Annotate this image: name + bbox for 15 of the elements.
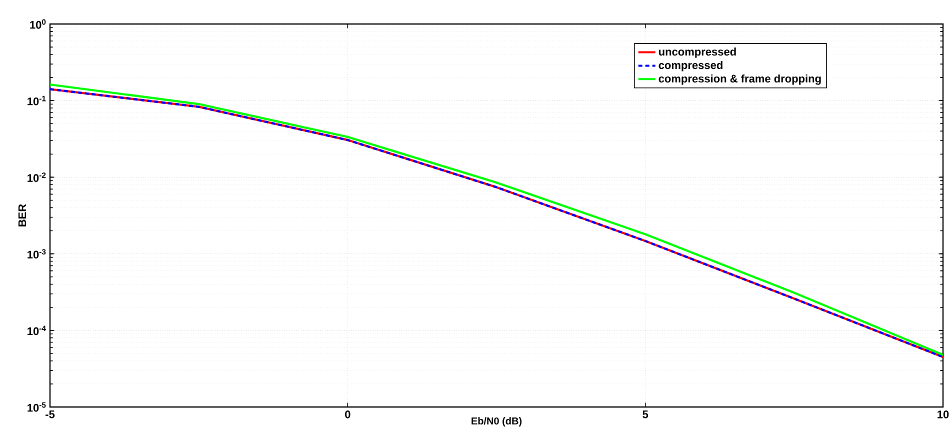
y-tick-label: 10$^{-2}$ (28, 172, 46, 182)
x-axis-title: Eb/N0 (dB) (472, 417, 522, 427)
y-tick-label: 10$^{-5}$ (28, 402, 46, 412)
x-tick-label: 0 (345, 410, 350, 418)
y-tick-label: 10$^{-3}$ (28, 249, 46, 259)
y-tick-label: 10$^{-1}$ (28, 96, 46, 106)
y-tick-label: 10$^{-4}$ (28, 326, 46, 336)
y-tick-label: 10$^{0}$ (30, 19, 46, 29)
x-tick-label: 10 (938, 410, 949, 418)
legend-label: uncompressed (659, 48, 736, 58)
y-axis-title: BER (18, 204, 26, 226)
legend-label: compressed (658, 60, 722, 72)
legend-label: compression & frame dropping (658, 74, 821, 85)
x-tick-label: -5 (46, 410, 55, 418)
x-tick-label: 5 (642, 410, 648, 418)
